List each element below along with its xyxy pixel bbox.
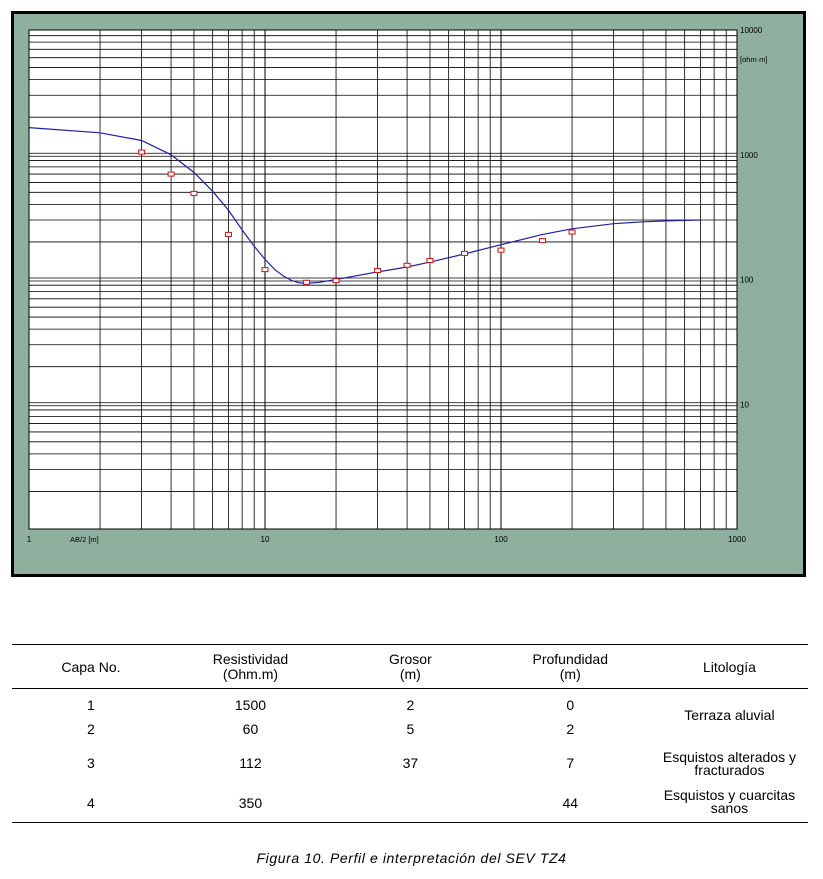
header-grosor-line1: Grosor <box>388 651 432 667</box>
measured-point <box>374 268 382 274</box>
sounding-chart: 1 10 100 1000 10000 1000 100 10 AB/2 [m] [ohm·m… <box>27 26 768 544</box>
cell-profundidad: 0 <box>566 697 575 714</box>
measured-point <box>332 278 340 284</box>
grid-lines <box>29 30 737 529</box>
cell-resistividad: 350 <box>169 784 332 823</box>
measured-point <box>138 149 146 155</box>
header-grosor: Grosor (m) <box>331 645 490 689</box>
measured-point <box>426 258 434 264</box>
cell-resistividad: 1500 <box>234 697 267 714</box>
plot-area <box>28 29 738 530</box>
measured-point <box>568 229 576 235</box>
header-capa: Capa No. <box>12 645 170 689</box>
figure-caption: Figura 10. Perfil e interpretación del S… <box>256 850 567 866</box>
cell-capa: 2 <box>87 721 95 737</box>
header-resistividad-line2: (Ohm.m) <box>222 666 279 682</box>
cell-grosor <box>331 784 490 823</box>
measured-point <box>224 231 232 237</box>
measured-point <box>167 171 175 177</box>
x-tick-label: 1 <box>27 535 32 544</box>
measured-point <box>539 238 547 244</box>
cell-grosor: 2 <box>406 697 415 714</box>
y-tick-label: 10 <box>740 400 749 409</box>
header-grosor-line2: (m) <box>399 666 421 682</box>
litologia-text: Esquistos y cuarcitas <box>663 787 796 804</box>
header-resistividad-line1: Resistividad <box>212 651 289 667</box>
y-tick-label: 1000 <box>740 151 758 160</box>
measured-point <box>261 267 269 273</box>
header-resistividad: Resistividad (Ohm.m) <box>170 645 331 689</box>
header-capa-line: Capa No. <box>61 658 121 675</box>
table-row: 3 112 37 7 Esquistos alterados y fractur… <box>12 743 808 785</box>
y-tick-label: 100 <box>740 276 754 285</box>
measured-point <box>190 190 198 196</box>
header-profundidad-line1: Profundidad <box>532 651 609 667</box>
measured-point <box>303 279 311 285</box>
x-tick-label: 1000 <box>728 535 746 544</box>
cell-grosor: 5 <box>406 721 415 737</box>
cell-profundidad: 7 <box>566 755 575 771</box>
measured-points-layer <box>138 149 576 285</box>
cell-grosor: 37 <box>402 755 419 771</box>
y-tick-label: 10000 <box>740 26 763 35</box>
cell-resistividad: 112 <box>239 755 262 771</box>
header-profundidad: Profundidad (m) <box>490 645 651 689</box>
cell-capa: 3 <box>87 755 95 771</box>
header-profundidad-line2: (m) <box>559 666 581 682</box>
cell-litologia: Terraza aluvial <box>651 689 808 743</box>
cell-litologia: Esquistos alterados y fracturados <box>651 743 808 785</box>
header-litologia: Litología <box>651 645 808 689</box>
measured-point <box>460 250 468 256</box>
tick-labels: 1 10 100 1000 10000 1000 100 10 <box>27 26 763 544</box>
y-axis-unit-label: [ohm·m] <box>740 55 768 64</box>
measured-point <box>403 262 411 268</box>
litologia-text: sanos <box>710 800 749 817</box>
interpretation-table: Capa No. Resistividad (Ohm.m) Grosor (m)… <box>12 644 808 823</box>
table-header-row: Capa No. Resistividad (Ohm.m) Grosor (m)… <box>12 644 808 689</box>
cell-capa: 4 <box>12 784 170 823</box>
litologia-text: Terraza aluvial <box>684 707 775 724</box>
table-row: 2 60 5 2 <box>12 717 808 743</box>
table-row: 1 1500 2 0 Terraza aluvial <box>12 689 808 722</box>
x-tick-label: 100 <box>494 535 508 544</box>
measured-point <box>497 247 505 253</box>
cell-litologia: Esquistos y cuarcitas sanos <box>650 784 808 823</box>
cell-capa: 1 <box>87 697 95 714</box>
cell-profundidad: 2 <box>566 721 575 737</box>
cell-resistividad: 60 <box>242 721 259 737</box>
x-tick-label: 10 <box>261 535 270 544</box>
table-row: 4 350 44 Esquistos y cuarcitas sanos <box>12 784 808 823</box>
litologia-text: Esquistos alterados y <box>662 748 796 765</box>
litologia-text: fracturados <box>694 761 765 778</box>
cell-profundidad: 44 <box>489 784 651 823</box>
x-axis-label: AB/2 [m] <box>70 535 99 544</box>
header-litologia-line: Litología <box>702 658 756 675</box>
